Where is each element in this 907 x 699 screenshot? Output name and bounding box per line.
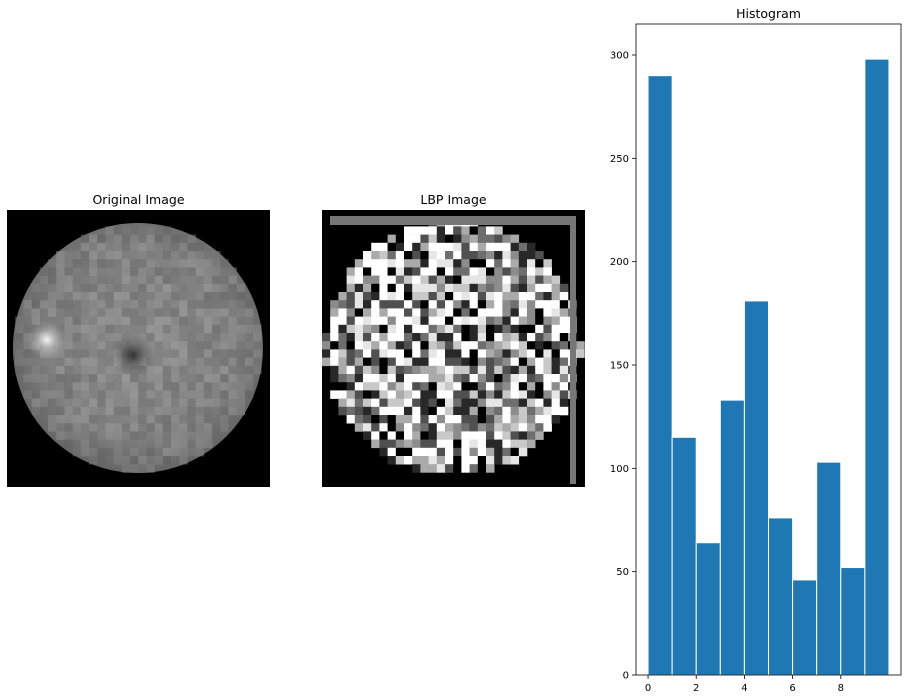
y-tick-label: 0: [623, 671, 629, 682]
histogram-bar: [744, 301, 768, 675]
histogram-bars: [648, 59, 889, 675]
y-tick-label: 150: [610, 361, 629, 372]
histogram-bar: [696, 543, 720, 675]
histogram-bar: [648, 76, 672, 675]
histogram-bar: [793, 580, 817, 675]
histogram-bar: [841, 568, 865, 675]
y-tick-label: 50: [616, 567, 629, 578]
x-tick-label: 6: [789, 683, 795, 694]
y-tick-label: 250: [610, 154, 629, 165]
histogram-bar: [865, 59, 889, 675]
y-tick-label: 100: [610, 464, 629, 475]
histogram-bar: [769, 518, 793, 675]
histogram-bar: [817, 462, 841, 675]
x-tick-label: 0: [645, 683, 651, 694]
x-tick-label: 4: [741, 683, 747, 694]
histogram-bar: [672, 437, 696, 675]
y-tick-label: 200: [610, 257, 629, 268]
x-tick-label: 2: [693, 683, 699, 694]
x-tick-label: 8: [838, 683, 844, 694]
y-tick-label: 300: [610, 51, 629, 62]
histogram-bar: [720, 400, 744, 675]
